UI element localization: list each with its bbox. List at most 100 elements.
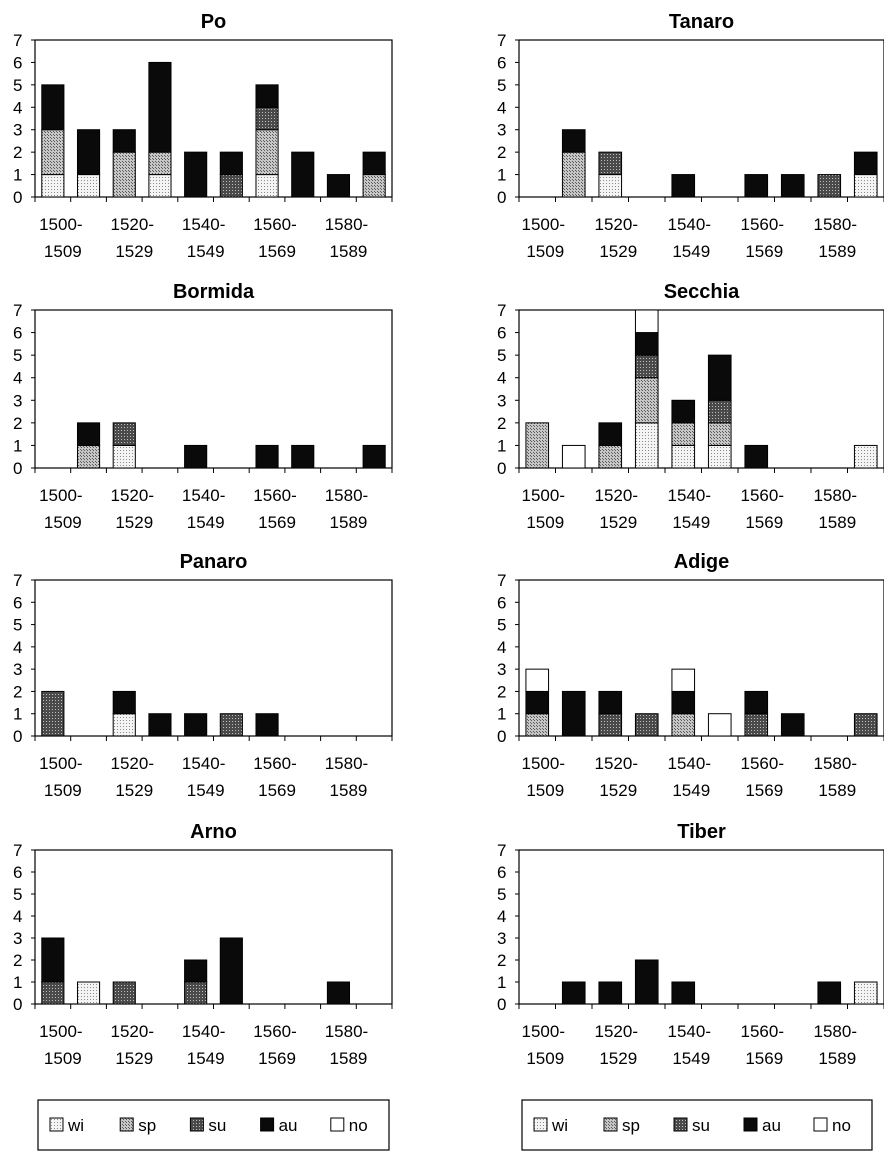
bar-wi bbox=[598, 174, 623, 198]
y-tick-label: 7 bbox=[497, 841, 506, 860]
bar-wi bbox=[41, 174, 65, 198]
bar-au bbox=[634, 959, 659, 1005]
y-tick-label: 4 bbox=[13, 638, 22, 657]
bar-no bbox=[671, 668, 696, 692]
x-tick-label-top: 1540- bbox=[182, 215, 225, 234]
bar-wi bbox=[112, 444, 136, 469]
chart-adige: Adige 0 1 2 3 4 5 6 7 1500- 1509 1520- 1529 1540- 1549… bbox=[497, 551, 884, 800]
y-tick-label: 4 bbox=[497, 98, 506, 117]
bar-no bbox=[634, 309, 659, 334]
y-tick-label: 3 bbox=[13, 929, 22, 948]
legend-swatch-su bbox=[189, 1117, 204, 1132]
chart-bormida: Bormida 0 1 2 3 4 5 6 7 1500- 1509 1520- 1529 1540- 15… bbox=[13, 281, 393, 532]
y-tick-label: 4 bbox=[13, 98, 22, 117]
bar-au bbox=[561, 129, 586, 153]
x-tick-label-top: 1560- bbox=[741, 1022, 784, 1041]
y-tick-label: 4 bbox=[497, 369, 506, 388]
bar-sp bbox=[41, 129, 65, 176]
x-tick-label-top: 1540- bbox=[668, 486, 711, 505]
x-tick-label-bottom: 1509 bbox=[526, 242, 564, 261]
chart-title: Tanaro bbox=[669, 11, 734, 33]
bar-sp bbox=[634, 377, 659, 424]
x-tick-label-bottom: 1529 bbox=[115, 513, 153, 532]
x-tick-label-bottom: 1589 bbox=[330, 242, 368, 261]
y-tick-label: 6 bbox=[13, 863, 22, 882]
y-tick-label: 6 bbox=[497, 324, 506, 343]
x-tick-label-top: 1580- bbox=[814, 754, 857, 773]
x-tick-label-top: 1500- bbox=[522, 215, 565, 234]
bar-au bbox=[148, 61, 172, 153]
x-tick-label-bottom: 1589 bbox=[818, 513, 856, 532]
x-tick-label-top: 1540- bbox=[668, 754, 711, 773]
y-tick-label: 7 bbox=[13, 301, 22, 320]
legend-swatch-sp bbox=[603, 1117, 618, 1132]
y-tick-label: 0 bbox=[13, 188, 22, 207]
bar-au bbox=[291, 151, 315, 198]
y-tick-label: 3 bbox=[13, 660, 22, 679]
bar-au bbox=[780, 174, 805, 198]
x-tick-label-bottom: 1549 bbox=[672, 1049, 710, 1068]
y-tick-label: 7 bbox=[13, 841, 22, 860]
bar-au bbox=[255, 84, 279, 108]
chart-tiber: Tiber 0 1 2 3 4 5 6 7 1500- 1509 1520- 1529 1540- 1549… bbox=[497, 821, 884, 1068]
x-tick-label-bottom: 1509 bbox=[526, 513, 564, 532]
x-tick-label-top: 1580- bbox=[325, 1022, 368, 1041]
y-tick-label: 4 bbox=[13, 369, 22, 388]
x-tick-label-bottom: 1549 bbox=[672, 242, 710, 261]
y-tick-label: 3 bbox=[497, 660, 506, 679]
legend-swatch-sp bbox=[119, 1117, 134, 1132]
bar-su bbox=[219, 713, 243, 737]
y-tick-label: 0 bbox=[13, 995, 22, 1014]
plot-frame bbox=[518, 849, 884, 1005]
bar-sp bbox=[148, 151, 172, 176]
x-tick-label-top: 1500- bbox=[522, 1022, 565, 1041]
legend-label-au: au bbox=[762, 1116, 781, 1135]
y-tick-label: 3 bbox=[497, 929, 506, 948]
bar-au bbox=[598, 981, 623, 1005]
bar-au bbox=[362, 444, 386, 469]
bar-au bbox=[184, 151, 208, 198]
x-tick-label-bottom: 1589 bbox=[818, 242, 856, 261]
plot-frame bbox=[34, 849, 393, 1005]
y-tick-label: 2 bbox=[497, 682, 506, 701]
bar-su bbox=[219, 174, 243, 198]
y-tick-label: 2 bbox=[13, 414, 22, 433]
y-tick-label: 1 bbox=[13, 436, 22, 455]
bar-au bbox=[671, 174, 696, 198]
bar-su bbox=[598, 151, 623, 176]
x-tick-label-bottom: 1509 bbox=[526, 781, 564, 800]
y-tick-label: 1 bbox=[13, 973, 22, 992]
legend-label-sp: sp bbox=[138, 1116, 156, 1135]
bar-sp bbox=[598, 444, 623, 469]
x-tick-label-bottom: 1549 bbox=[187, 513, 225, 532]
bar-sp bbox=[671, 713, 696, 737]
x-tick-label-top: 1580- bbox=[325, 754, 368, 773]
y-tick-label: 0 bbox=[497, 459, 506, 478]
bar-no bbox=[707, 713, 732, 737]
y-tick-label: 2 bbox=[13, 143, 22, 162]
bar-su bbox=[112, 981, 136, 1005]
chart-title: Adige bbox=[674, 551, 730, 573]
x-tick-label-top: 1540- bbox=[668, 215, 711, 234]
bar-au bbox=[634, 332, 659, 356]
chart-arno: Arno 0 1 2 3 4 5 6 7 1500- 1509 1520- 1529 1540- 1549 1… bbox=[13, 821, 393, 1068]
legend: wi sp su au no bbox=[521, 1099, 873, 1151]
legend-label-su: su bbox=[208, 1116, 226, 1135]
y-tick-label: 3 bbox=[13, 391, 22, 410]
y-tick-label: 2 bbox=[13, 682, 22, 701]
legend-swatch-wi bbox=[49, 1117, 64, 1132]
chart-tanaro: Tanaro 0 1 2 3 4 5 6 7 1500- 1509 1520- 1529 1540- 154… bbox=[497, 11, 884, 261]
x-tick-label-top: 1500- bbox=[39, 754, 82, 773]
bar-su bbox=[744, 713, 769, 737]
bar-su bbox=[853, 713, 878, 737]
x-tick-label-top: 1560- bbox=[741, 754, 784, 773]
bar-su bbox=[634, 713, 659, 737]
bar-au bbox=[561, 981, 586, 1005]
y-tick-label: 3 bbox=[497, 121, 506, 140]
y-tick-label: 7 bbox=[497, 301, 506, 320]
bar-au bbox=[184, 713, 208, 737]
bar-wi bbox=[853, 444, 878, 469]
y-tick-label: 7 bbox=[13, 31, 22, 50]
y-tick-label: 6 bbox=[497, 53, 506, 72]
bar-au bbox=[112, 129, 136, 153]
